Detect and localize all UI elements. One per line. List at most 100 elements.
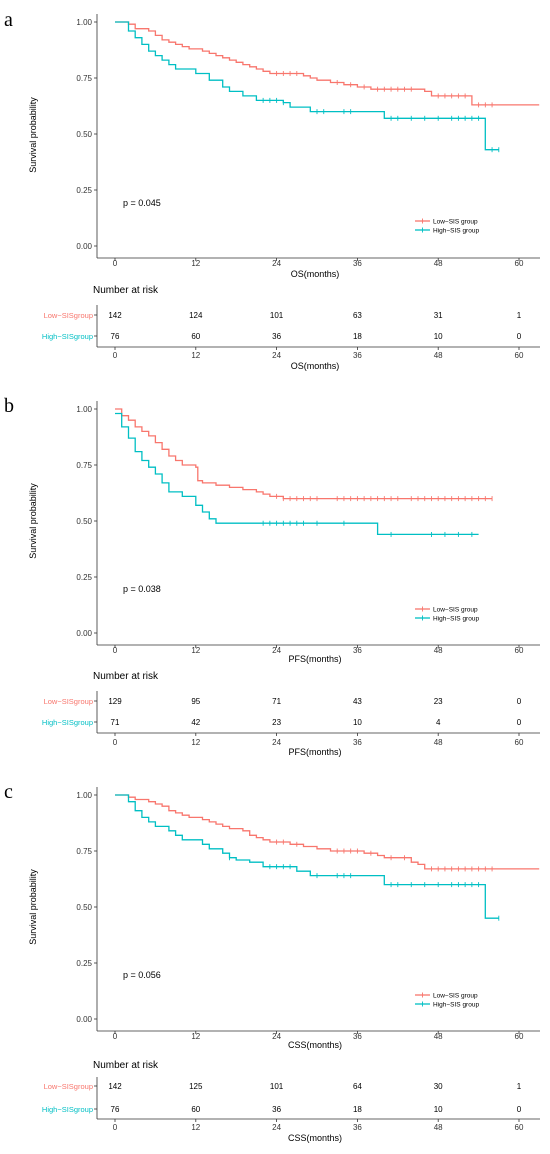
km-panel-a: a 0.00 0.25 0.50 0.75 1.00 0 12 24 36 48 60 Survival… — [4, 9, 540, 371]
p-value-label: p = 0.045 — [123, 198, 161, 208]
risk-x-tick-label: 0 — [113, 738, 118, 747]
x-tick-label: 12 — [191, 259, 200, 268]
x-tick-label: 60 — [515, 1032, 524, 1041]
legend-label: High−SIS group — [433, 615, 479, 622]
y-tick-label: 0.00 — [76, 629, 92, 638]
risk-count: 23 — [272, 718, 281, 727]
x-tick-label: 0 — [113, 646, 118, 655]
x-tick-label: 48 — [434, 1032, 443, 1041]
risk-count: 142 — [108, 311, 122, 320]
risk-count: 0 — [517, 332, 522, 341]
legend-label: High−SIS group — [433, 227, 479, 234]
y-axis-title: Survival probability — [28, 483, 38, 559]
risk-count: 1 — [517, 311, 522, 320]
risk-table-title: Number at risk — [93, 285, 159, 296]
risk-x-tick-label: 12 — [191, 351, 200, 360]
risk-count: 36 — [272, 1105, 281, 1114]
x-tick-label: 24 — [272, 259, 281, 268]
x-tick-label: 48 — [434, 646, 443, 655]
risk-count: 23 — [434, 697, 443, 706]
risk-x-tick-label: 12 — [191, 1123, 200, 1132]
risk-count: 125 — [189, 1082, 203, 1091]
panel-letter: b — [4, 395, 14, 417]
risk-count: 0 — [517, 718, 522, 727]
km-curve-low — [115, 21, 540, 106]
legend-label: Low−SIS group — [433, 606, 478, 613]
km-curve-high — [115, 794, 499, 919]
km-panel-b: b 0.00 0.25 0.50 0.75 1.00 0 12 24 36 48 60 Survival… — [4, 395, 540, 757]
x-tick-label: 36 — [353, 259, 362, 268]
risk-count: 43 — [353, 697, 362, 706]
x-axis-title: OS(months) — [291, 269, 340, 279]
panel-letter: c — [4, 781, 13, 803]
risk-x-axis-title: CSS(months) — [288, 1133, 342, 1143]
risk-count: 10 — [434, 332, 443, 341]
x-tick-label: 0 — [113, 1032, 118, 1041]
risk-count: 76 — [111, 332, 120, 341]
x-tick-label: 36 — [353, 1032, 362, 1041]
risk-x-tick-label: 60 — [515, 351, 524, 360]
risk-x-tick-label: 48 — [434, 1123, 443, 1132]
y-tick-label: 0.75 — [76, 847, 92, 856]
risk-x-tick-label: 36 — [353, 738, 362, 747]
y-tick-label: 1.00 — [76, 405, 92, 414]
risk-x-tick-label: 0 — [113, 1123, 118, 1132]
x-tick-label: 36 — [353, 646, 362, 655]
risk-count: 42 — [191, 718, 200, 727]
risk-row-label: Low−SISgroup — [44, 311, 93, 320]
risk-x-tick-label: 24 — [272, 351, 281, 360]
y-tick-label: 0.25 — [76, 573, 92, 582]
y-tick-label: 0.00 — [76, 1015, 92, 1024]
risk-row-label: Low−SISgroup — [44, 1082, 93, 1091]
x-tick-label: 24 — [272, 646, 281, 655]
risk-count: 101 — [270, 1082, 284, 1091]
x-axis-title: CSS(months) — [288, 1040, 342, 1050]
risk-count: 0 — [517, 1105, 522, 1114]
x-tick-label: 12 — [191, 1032, 200, 1041]
risk-count: 30 — [434, 1082, 443, 1091]
risk-count: 142 — [108, 1082, 122, 1091]
risk-x-tick-label: 60 — [515, 738, 524, 747]
x-tick-label: 60 — [515, 646, 524, 655]
risk-count: 76 — [111, 1105, 120, 1114]
risk-count: 36 — [272, 332, 281, 341]
km-panel-c: c 0.00 0.25 0.50 0.75 1.00 0 12 24 36 48 60 Survival… — [4, 781, 540, 1143]
legend-label: Low−SIS group — [433, 992, 478, 999]
risk-row-label: Low−SISgroup — [44, 697, 93, 706]
km-curve-high — [115, 21, 499, 151]
risk-count: 18 — [353, 1105, 362, 1114]
risk-table-title: Number at risk — [93, 671, 159, 682]
risk-table-title: Number at risk — [93, 1060, 159, 1071]
km-curve-low — [115, 408, 493, 500]
x-tick-label: 60 — [515, 259, 524, 268]
risk-count: 95 — [191, 697, 200, 706]
risk-count: 0 — [517, 697, 522, 706]
risk-x-tick-label: 24 — [272, 1123, 281, 1132]
risk-count: 60 — [191, 1105, 200, 1114]
risk-count: 71 — [272, 697, 281, 706]
y-tick-label: 0.25 — [76, 959, 92, 968]
risk-count: 31 — [434, 311, 443, 320]
y-tick-label: 0.25 — [76, 186, 92, 195]
x-axis-title: PFS(months) — [288, 654, 341, 664]
risk-row-label: High−SISgroup — [42, 718, 93, 727]
risk-count: 64 — [353, 1082, 362, 1091]
y-tick-label: 0.50 — [76, 903, 92, 912]
risk-x-tick-label: 0 — [113, 351, 118, 360]
x-tick-label: 0 — [113, 259, 118, 268]
risk-x-axis-title: PFS(months) — [288, 747, 341, 757]
risk-count: 63 — [353, 311, 362, 320]
risk-count: 1 — [517, 1082, 522, 1091]
risk-count: 10 — [434, 1105, 443, 1114]
risk-row-label: High−SISgroup — [42, 332, 93, 341]
risk-count: 101 — [270, 311, 284, 320]
panel-letter: a — [4, 9, 13, 31]
y-tick-label: 1.00 — [76, 18, 92, 27]
legend-label: High−SIS group — [433, 1001, 479, 1008]
risk-count: 4 — [436, 718, 441, 727]
risk-x-tick-label: 48 — [434, 351, 443, 360]
risk-x-tick-label: 36 — [353, 351, 362, 360]
risk-x-tick-label: 24 — [272, 738, 281, 747]
risk-count: 18 — [353, 332, 362, 341]
